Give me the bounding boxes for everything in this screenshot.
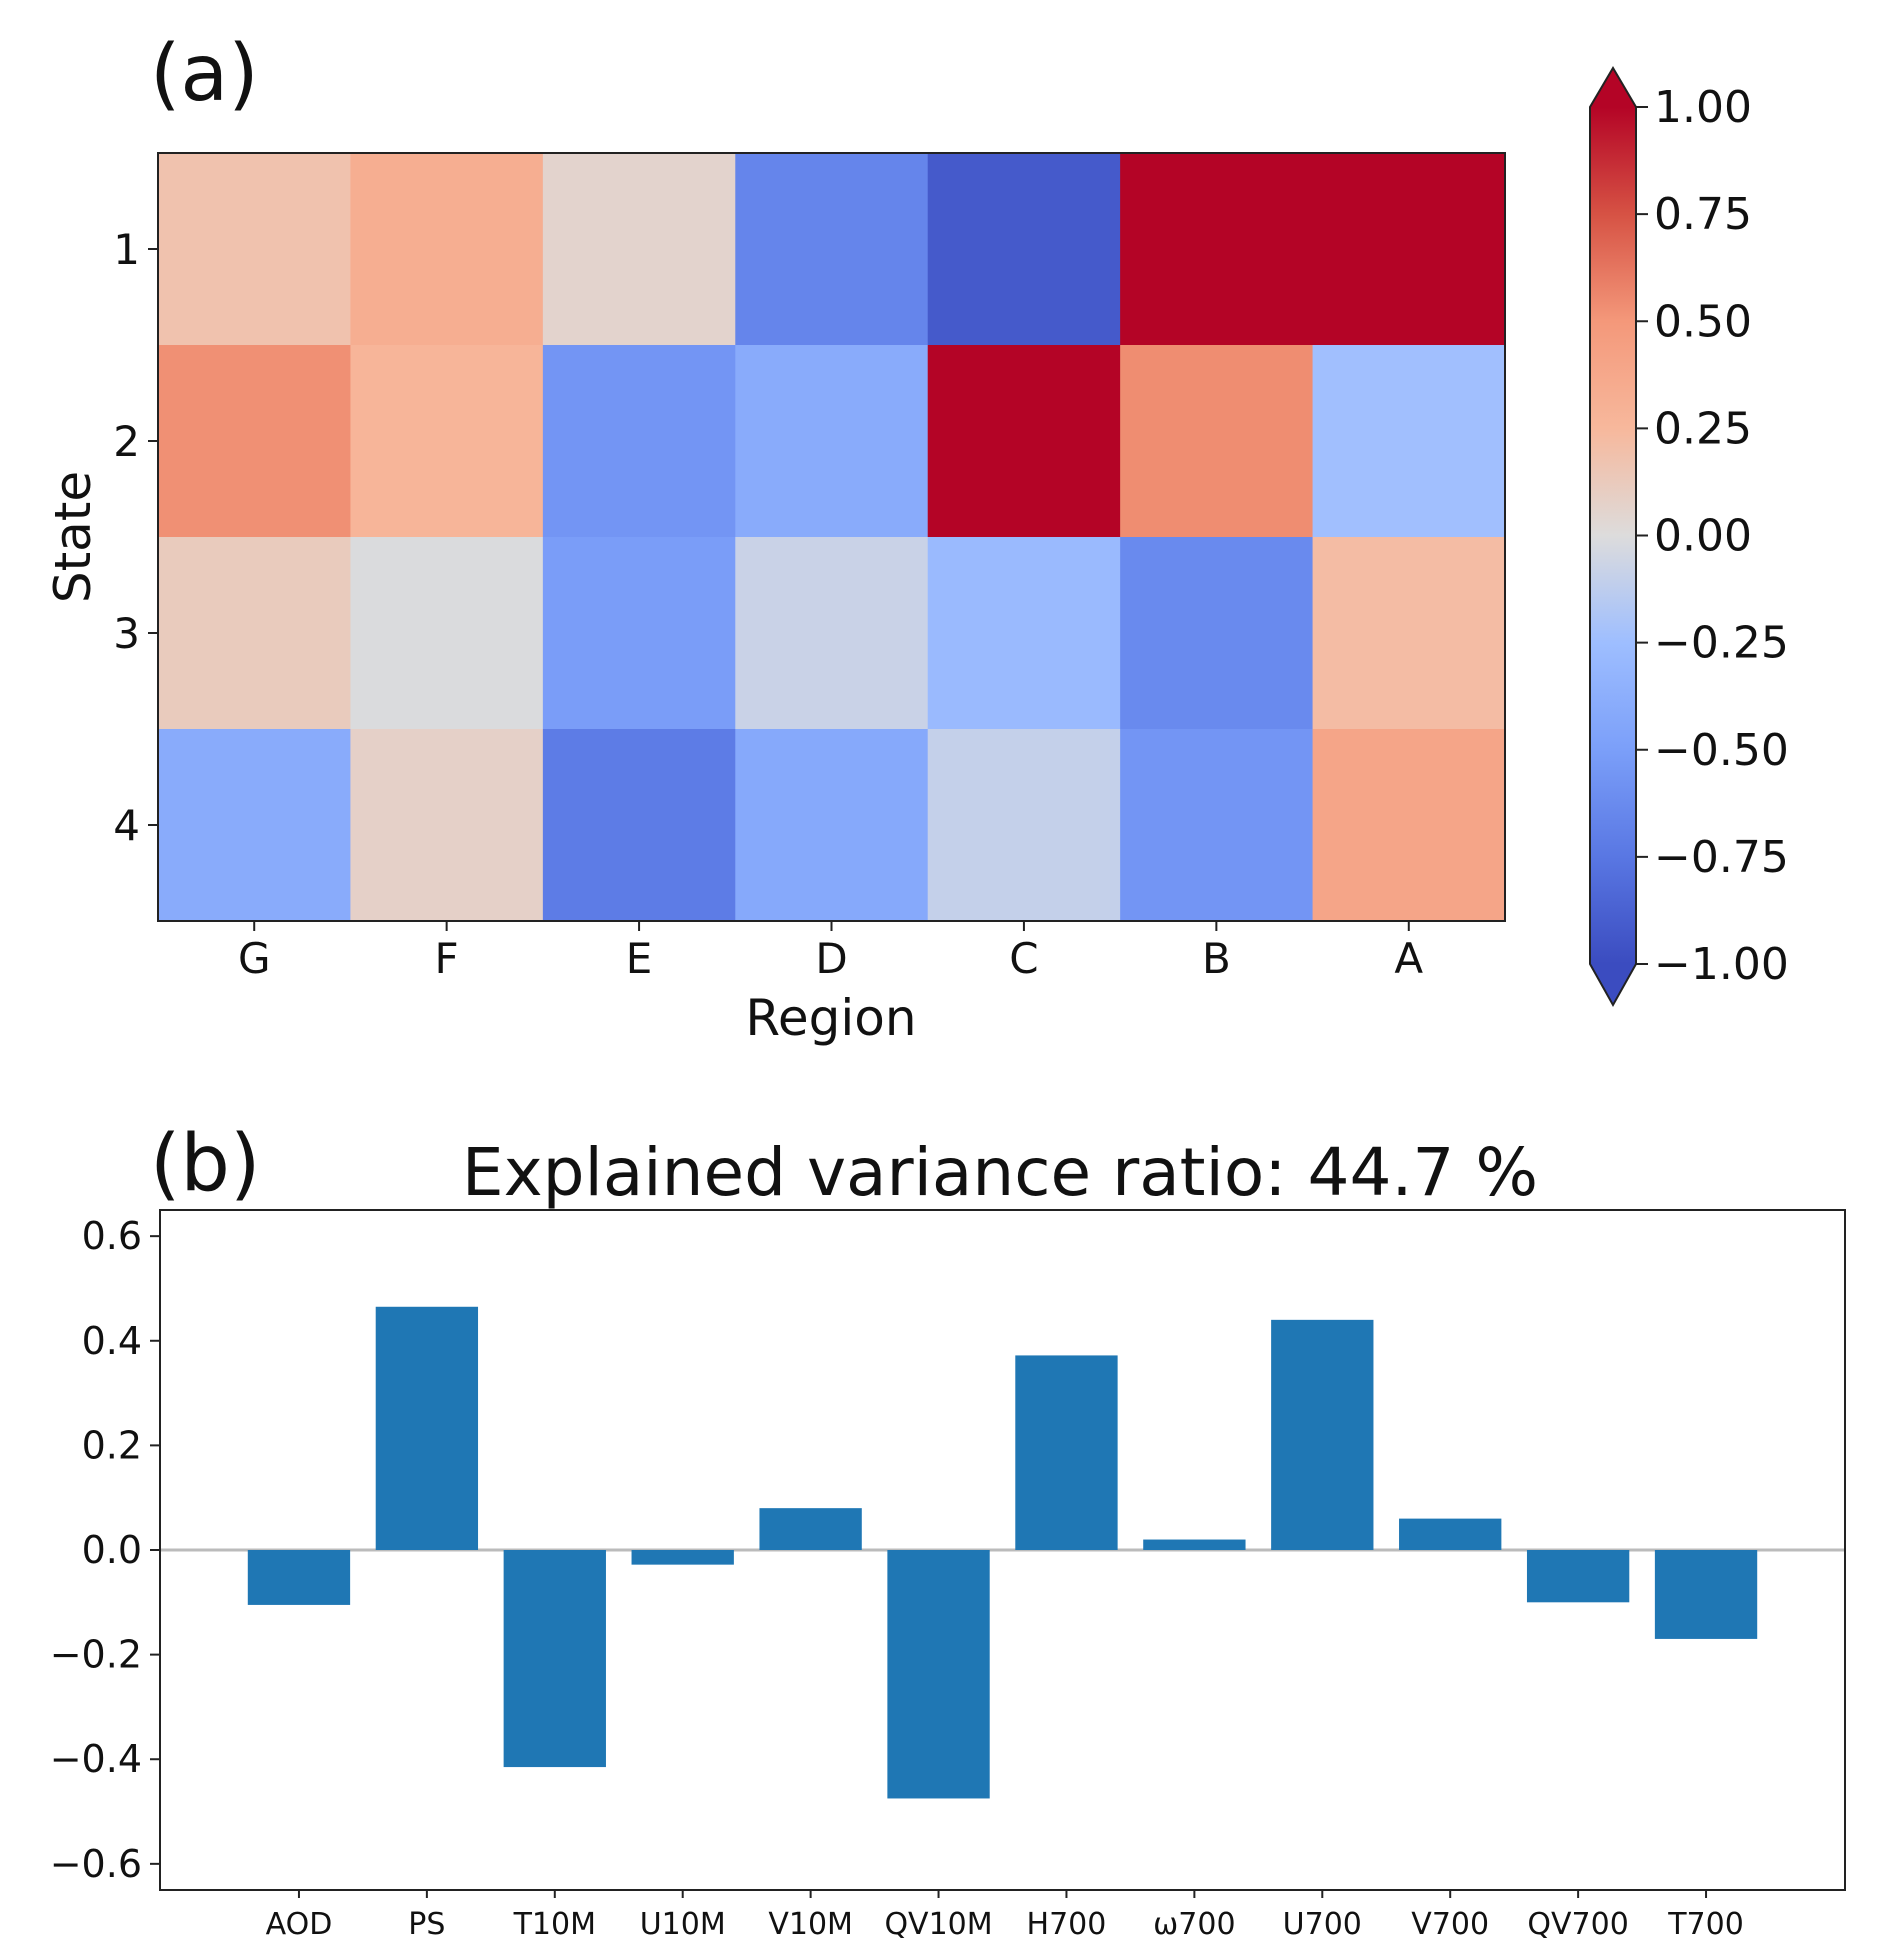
colorbar-ticks: 1.00 0.75 0.50 0.25 0.00 −0.25 −0.50 −0.75 −1.00 xyxy=(1636,82,1789,990)
heatmap-x-tick-label: F xyxy=(435,934,459,983)
bar-ω700 xyxy=(1143,1539,1246,1550)
bar-x-tick-label: AOD xyxy=(266,1907,333,1942)
heatmap-x-tick-label: B xyxy=(1202,934,1231,983)
panel-b-label: (b) xyxy=(150,1119,260,1209)
bar-u10m xyxy=(631,1550,734,1565)
colorbar-tick-label: −0.25 xyxy=(1654,618,1789,669)
heatmap-x-tick-label: C xyxy=(1009,934,1038,983)
heatmap-y-tick-label: 1 xyxy=(113,225,140,274)
heatmap-y-axis-label: State xyxy=(44,471,102,603)
heatmap-cell-1-B xyxy=(1120,153,1314,346)
bar-y-tick-label: 0.4 xyxy=(82,1319,142,1363)
bar-x-tick-label: T700 xyxy=(1667,1907,1744,1942)
heatmap-cell-3-B xyxy=(1120,537,1314,730)
bar-y-tick-label: −0.2 xyxy=(50,1633,142,1677)
heatmap-cell-1-C xyxy=(927,153,1121,346)
bar-x-tick-label: U10M xyxy=(640,1907,726,1942)
heatmap-y-tick-label: 3 xyxy=(113,609,140,658)
bar-v10m xyxy=(759,1508,862,1550)
heatmap-cell-2-D xyxy=(735,345,929,538)
bar-t700 xyxy=(1654,1550,1758,1639)
bar-y-tick-label: −0.6 xyxy=(50,1842,142,1886)
heatmap-x-tick-label: E xyxy=(626,934,653,983)
heatmap-cell-1-A xyxy=(1312,153,1506,346)
heatmap-cell-1-G xyxy=(158,153,351,346)
heatmap-cell-3-G xyxy=(158,537,351,730)
heatmap-cell-3-C xyxy=(927,537,1121,730)
bar-h700 xyxy=(1015,1355,1118,1550)
colorbar-tick-label: 0.25 xyxy=(1654,403,1752,454)
heatmap-cell-4-D xyxy=(735,729,929,922)
bar-x-tick-label: PS xyxy=(408,1907,445,1942)
heatmap-cell-2-G xyxy=(158,345,351,538)
heatmap-cell-3-D xyxy=(735,537,929,730)
colorbar-extend-min xyxy=(1590,964,1636,1005)
colorbar-extend-max xyxy=(1590,68,1636,107)
heatmap-cell-1-D xyxy=(735,153,929,346)
colorbar-tick-label: −0.50 xyxy=(1654,725,1789,776)
bar-x-tick-label: V700 xyxy=(1411,1907,1489,1942)
bar-chart-title: Explained variance ratio: 44.7 % xyxy=(462,1134,1538,1211)
bar-x-ticks: AOD PS T10M U10M V10M QV10M H700 ω700 U700 V700 QV… xyxy=(266,1890,1744,1942)
colorbar-gradient xyxy=(1590,107,1636,964)
heatmap-cell-4-C xyxy=(927,729,1121,922)
heatmap-cell-4-B xyxy=(1120,729,1314,922)
heatmap-cell-1-E xyxy=(542,153,736,346)
bar-panel: (b) Explained variance ratio: 44.7 % 0.6… xyxy=(50,1119,1846,1942)
heatmap-cell-1-F xyxy=(350,153,544,346)
heatmap-cell-2-F xyxy=(350,345,544,538)
bar-x-tick-label: T10M xyxy=(513,1907,596,1942)
bar-v700 xyxy=(1399,1518,1502,1550)
bar-x-tick-label: QV700 xyxy=(1527,1907,1628,1942)
colorbar-tick-label: −0.75 xyxy=(1654,832,1789,883)
bar-y-tick-label: 0.0 xyxy=(82,1528,142,1572)
heatmap-cell-3-E xyxy=(542,537,736,730)
bar-qv10m xyxy=(887,1550,990,1799)
bar-x-tick-label: QV10M xyxy=(884,1907,992,1942)
colorbar-tick-label: 1.00 xyxy=(1654,82,1752,133)
heatmap-cell-4-E xyxy=(542,729,736,922)
bar-aod xyxy=(247,1550,351,1605)
heatmap-cell-4-A xyxy=(1312,729,1506,922)
bar-y-tick-label: −0.4 xyxy=(50,1737,142,1781)
heatmap-cell-2-B xyxy=(1120,345,1314,538)
colorbar: 1.00 0.75 0.50 0.25 0.00 −0.25 −0.50 −0.75 −1.00 xyxy=(1589,66,1789,1008)
bar-x-tick-label: U700 xyxy=(1283,1907,1362,1942)
heatmap-cell-4-G xyxy=(158,729,351,922)
heatmap-cell-2-E xyxy=(542,345,736,538)
colorbar-tick-label: 0.50 xyxy=(1654,296,1752,347)
heatmap-y-tick-label: 4 xyxy=(113,801,140,850)
heatmap-cell-3-F xyxy=(350,537,544,730)
heatmap-cell-4-F xyxy=(350,729,544,922)
colorbar-tick-label: 0.00 xyxy=(1654,511,1752,562)
heatmap-panel: (a) G F E D C B A 1 2 3 4 Region State 1.00 0.75 0.… xyxy=(44,29,1789,1047)
heatmap-y-tick-label: 2 xyxy=(113,417,140,466)
bar-t10m xyxy=(503,1550,606,1768)
bar-x-tick-label: H700 xyxy=(1027,1907,1107,1942)
bar-ps xyxy=(375,1306,479,1550)
heatmap-x-axis-label: Region xyxy=(745,989,916,1047)
colorbar-tick-label: −1.00 xyxy=(1654,939,1789,990)
colorbar-tick-label: 0.75 xyxy=(1654,189,1752,240)
heatmap-cell-2-C xyxy=(927,345,1121,538)
bar-x-tick-label: V10M xyxy=(768,1907,853,1942)
bar-y-tick-label: 0.6 xyxy=(82,1214,142,1258)
bar-u700 xyxy=(1271,1319,1374,1550)
heatmap-x-tick-label: A xyxy=(1394,934,1423,983)
heatmap-x-tick-label: D xyxy=(815,934,847,983)
bar-qv700 xyxy=(1526,1550,1630,1603)
heatmap-x-tick-label: G xyxy=(238,934,271,983)
panel-a-label: (a) xyxy=(150,29,259,119)
heatmap-cell-2-A xyxy=(1312,345,1506,538)
heatmap-cells xyxy=(158,153,1506,922)
bar-series xyxy=(247,1306,1758,1799)
heatmap-cell-3-A xyxy=(1312,537,1506,730)
bar-x-tick-label: ω700 xyxy=(1153,1907,1235,1942)
heatmap-y-ticks: 1 2 3 4 xyxy=(113,225,158,850)
bar-y-ticks: 0.6 0.4 0.2 0.0 −0.2 −0.4 −0.6 xyxy=(50,1214,160,1886)
bar-y-tick-label: 0.2 xyxy=(82,1423,142,1467)
